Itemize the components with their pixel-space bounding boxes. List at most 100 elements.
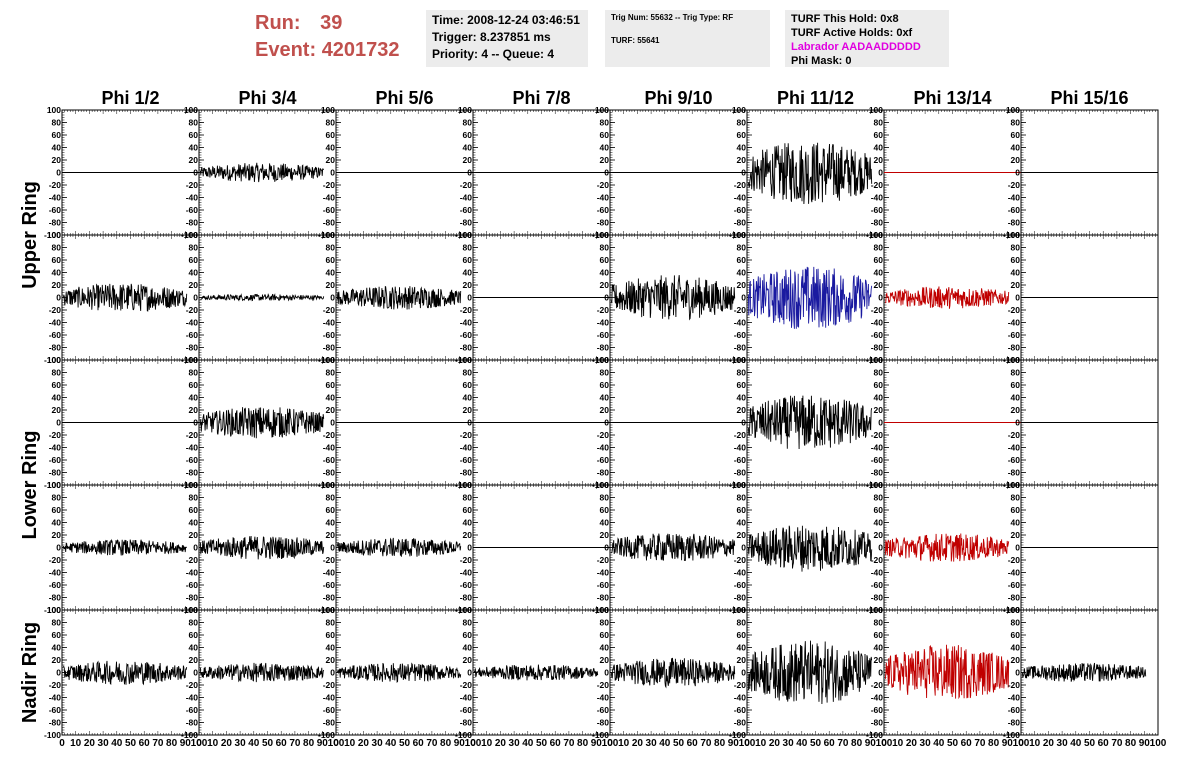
panel-frame (198, 484, 337, 611)
y-tick-label: 40 (52, 143, 62, 153)
y-tick-label: 40 (326, 518, 336, 528)
y-tick-label: -60 (460, 580, 473, 590)
y-tick-label: 0 (56, 543, 61, 553)
y-tick-label: 80 (874, 243, 884, 253)
y-tick-label: 60 (463, 505, 473, 515)
y-tick-label: 20 (463, 405, 473, 415)
y-tick-label: -40 (734, 318, 747, 328)
y-tick-label: -20 (597, 430, 610, 440)
y-tick-label: 40 (1011, 393, 1021, 403)
y-tick-label: -80 (871, 218, 884, 228)
waveform-trace (62, 538, 188, 556)
y-tick-label: 20 (737, 155, 747, 165)
y-tick-label: 40 (874, 393, 884, 403)
y-tick-label: -20 (186, 555, 199, 565)
y-tick-label: -60 (871, 205, 884, 215)
y-tick-label: 40 (600, 268, 610, 278)
y-tick-label: 40 (326, 143, 336, 153)
y-tick-label: 100 (1006, 355, 1020, 365)
y-tick-label: -40 (323, 318, 336, 328)
y-tick-label: 60 (189, 255, 199, 265)
y-tick-label: -40 (323, 568, 336, 578)
y-tick-label: -100 (44, 230, 61, 240)
y-tick-label: 80 (1011, 243, 1021, 253)
y-tick-label: 20 (189, 280, 199, 290)
y-tick-label: -80 (186, 468, 199, 478)
y-tick-label: -40 (734, 193, 747, 203)
y-tick-label: -20 (734, 180, 747, 190)
y-tick-label: -80 (460, 218, 473, 228)
y-tick-label: -60 (871, 330, 884, 340)
y-tick-label: -60 (49, 330, 62, 340)
y-tick-label: 40 (463, 143, 473, 153)
y-tick-label: 20 (874, 155, 884, 165)
y-tick-label: 20 (874, 280, 884, 290)
y-tick-label: 60 (189, 505, 199, 515)
y-tick-label: -60 (186, 455, 199, 465)
y-tick-label: 40 (52, 268, 62, 278)
y-tick-label: -20 (186, 180, 199, 190)
y-tick-label: 100 (458, 355, 472, 365)
y-tick-label: -20 (49, 180, 62, 190)
y-tick-label: 40 (326, 393, 336, 403)
y-tick-label: -20 (1008, 430, 1021, 440)
y-tick-label: -40 (597, 443, 610, 453)
y-tick-label: -40 (1008, 443, 1021, 453)
y-tick-label: -40 (186, 318, 199, 328)
y-tick-label: -20 (734, 430, 747, 440)
y-tick-label: -20 (734, 305, 747, 315)
y-tick-label: -80 (1008, 218, 1021, 228)
y-tick-label: 80 (1011, 118, 1021, 128)
y-tick-label: 100 (869, 105, 883, 115)
y-tick-label: 60 (737, 130, 747, 140)
y-tick-label: 20 (1011, 280, 1021, 290)
y-tick-label: -40 (186, 443, 199, 453)
y-tick-label: 80 (52, 118, 62, 128)
y-tick-label: 0 (878, 168, 883, 178)
y-tick-label: 100 (321, 355, 335, 365)
column-title: Phi 1/2 (101, 88, 159, 108)
y-tick-label: -60 (323, 580, 336, 590)
y-tick-label: 0 (741, 168, 746, 178)
waveform-trace (885, 286, 1010, 309)
y-tick-label: 40 (189, 393, 199, 403)
y-tick-label: -40 (871, 318, 884, 328)
y-tick-label: 100 (1006, 105, 1020, 115)
y-tick-label: -80 (323, 468, 336, 478)
waveform-trace (336, 537, 462, 557)
y-tick-label: 0 (330, 543, 335, 553)
y-tick-label: 80 (52, 243, 62, 253)
y-tick-label: 100 (732, 105, 746, 115)
y-tick-label: 60 (874, 130, 884, 140)
y-tick-label: 60 (737, 380, 747, 390)
run-label: Run: (255, 12, 301, 34)
waveform-trace (610, 275, 736, 321)
y-tick-label: 80 (189, 493, 199, 503)
y-tick-label: -60 (597, 330, 610, 340)
y-tick-label: 100 (47, 230, 61, 240)
y-tick-label: 100 (869, 230, 883, 240)
trig-num-text: Trig Num: 55632 -- Trig Type: RF (611, 13, 734, 22)
y-tick-label: 100 (184, 480, 198, 490)
y-tick-label: 100 (184, 230, 198, 240)
y-tick-label: -60 (597, 205, 610, 215)
run-event-info: Run: 39 Event: 4201732 (255, 10, 400, 64)
y-tick-label: 80 (874, 118, 884, 128)
y-tick-label: 60 (737, 255, 747, 265)
y-tick-label: 0 (193, 543, 198, 553)
y-tick-label: -40 (49, 318, 62, 328)
y-tick-label: -60 (1008, 455, 1021, 465)
y-tick-label: -80 (49, 593, 62, 603)
y-tick-label: 0 (741, 293, 746, 303)
event-value: 4201732 (321, 39, 400, 61)
y-tick-label: 60 (52, 380, 62, 390)
y-tick-label: 0 (1015, 418, 1020, 428)
y-tick-label: 60 (326, 255, 336, 265)
y-tick-label: 40 (600, 393, 610, 403)
y-tick-label: -80 (597, 468, 610, 478)
y-tick-label: -80 (186, 218, 199, 228)
y-tick-label: -40 (1008, 193, 1021, 203)
y-tick-label: 20 (326, 155, 336, 165)
y-tick-label: 40 (874, 268, 884, 278)
y-tick-label: -20 (186, 430, 199, 440)
